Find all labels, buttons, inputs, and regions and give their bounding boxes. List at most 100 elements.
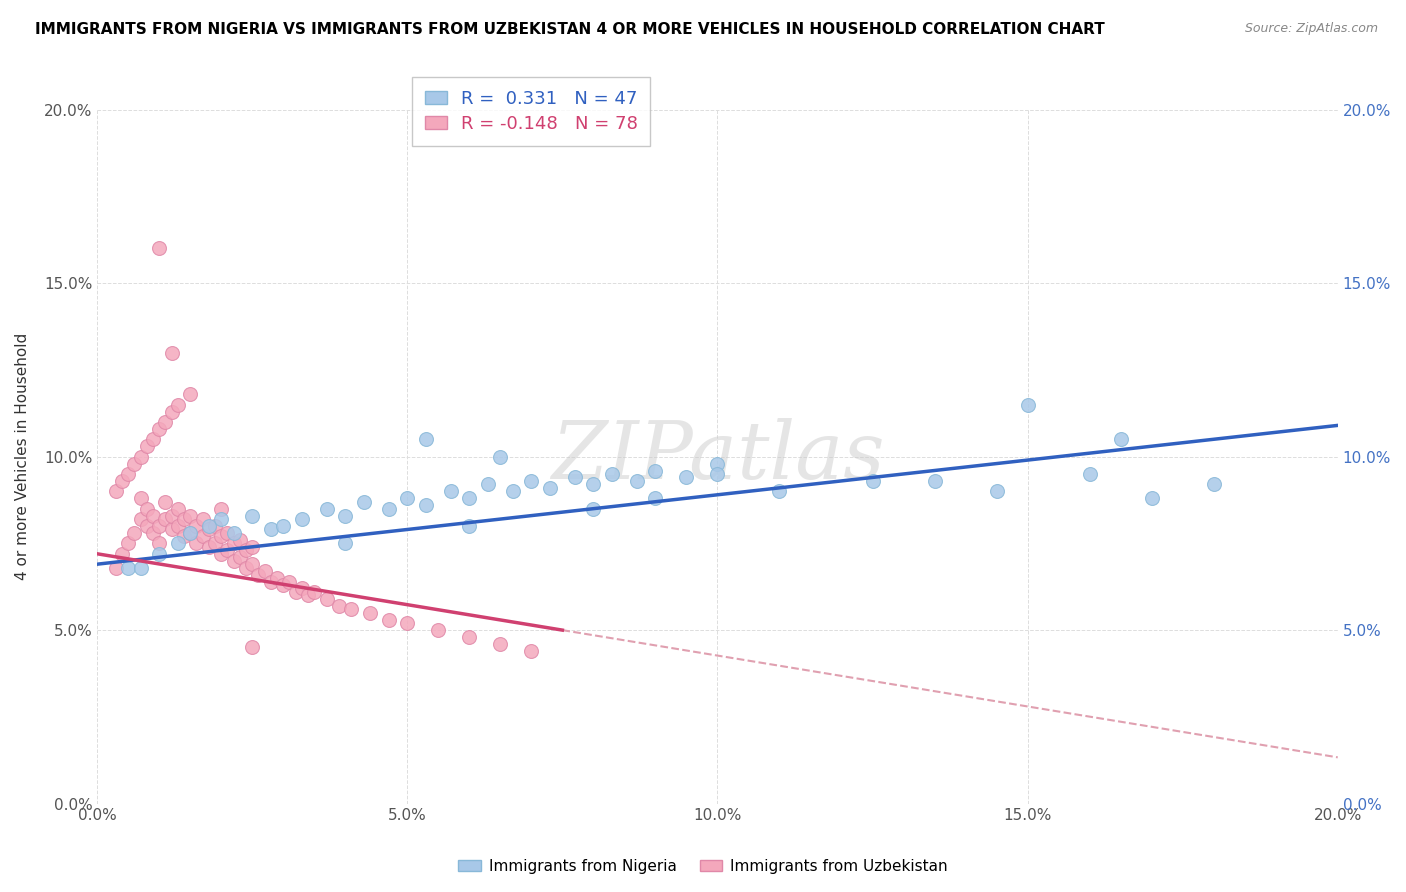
Point	[235, 543, 257, 558]
Point	[129, 491, 152, 506]
Text: IMMIGRANTS FROM NIGERIA VS IMMIGRANTS FROM UZBEKISTAN 4 OR MORE VEHICLES IN HOUS: IMMIGRANTS FROM NIGERIA VS IMMIGRANTS FR…	[35, 22, 1105, 37]
Point	[186, 519, 208, 533]
Legend: Immigrants from Nigeria, Immigrants from Uzbekistan: Immigrants from Nigeria, Immigrants from…	[453, 853, 953, 880]
Point	[148, 422, 170, 436]
Point	[315, 591, 337, 606]
Point	[129, 560, 152, 574]
Point	[477, 477, 499, 491]
Point	[1202, 477, 1225, 491]
Point	[129, 450, 152, 464]
Point	[209, 529, 232, 543]
Point	[302, 585, 325, 599]
Point	[217, 525, 239, 540]
Point	[359, 606, 381, 620]
Point	[229, 533, 252, 547]
Point	[440, 484, 463, 499]
Point	[160, 345, 183, 359]
Point	[142, 525, 165, 540]
Y-axis label: 4 or more Vehicles in Household: 4 or more Vehicles in Household	[15, 333, 30, 580]
Point	[117, 467, 139, 481]
Point	[142, 508, 165, 523]
Point	[191, 512, 214, 526]
Point	[129, 512, 152, 526]
Text: ZIPatlas: ZIPatlas	[551, 417, 884, 495]
Point	[644, 463, 666, 477]
Point	[924, 474, 946, 488]
Point	[142, 432, 165, 446]
Point	[135, 439, 157, 453]
Point	[155, 512, 177, 526]
Point	[191, 529, 214, 543]
Point	[166, 501, 188, 516]
Point	[415, 432, 437, 446]
Point	[179, 508, 201, 523]
Point	[217, 543, 239, 558]
Point	[266, 571, 288, 585]
Point	[600, 467, 623, 481]
Point	[179, 525, 201, 540]
Point	[229, 550, 252, 565]
Point	[124, 525, 146, 540]
Point	[148, 536, 170, 550]
Point	[427, 623, 450, 637]
Point	[186, 536, 208, 550]
Point	[197, 540, 219, 554]
Point	[1140, 491, 1163, 506]
Point	[458, 630, 481, 644]
Point	[862, 474, 884, 488]
Point	[489, 450, 512, 464]
Legend: R =  0.331   N = 47, R = -0.148   N = 78: R = 0.331 N = 47, R = -0.148 N = 78	[412, 77, 651, 145]
Point	[104, 484, 127, 499]
Point	[377, 613, 399, 627]
Point	[271, 519, 294, 533]
Point	[520, 644, 543, 658]
Point	[247, 567, 270, 582]
Point	[315, 501, 337, 516]
Point	[117, 536, 139, 550]
Point	[340, 602, 363, 616]
Point	[564, 470, 586, 484]
Point	[235, 560, 257, 574]
Point	[148, 547, 170, 561]
Point	[209, 501, 232, 516]
Point	[335, 508, 357, 523]
Point	[111, 547, 134, 561]
Point	[209, 547, 232, 561]
Point	[209, 512, 232, 526]
Point	[253, 564, 276, 578]
Point	[706, 457, 728, 471]
Point	[179, 387, 201, 401]
Point	[396, 616, 419, 631]
Point	[148, 241, 170, 255]
Point	[166, 519, 188, 533]
Point	[335, 536, 357, 550]
Point	[160, 523, 183, 537]
Point	[1078, 467, 1101, 481]
Point	[291, 582, 314, 596]
Point	[271, 578, 294, 592]
Point	[284, 585, 307, 599]
Point	[204, 536, 226, 550]
Point	[415, 498, 437, 512]
Point	[291, 512, 314, 526]
Point	[582, 501, 605, 516]
Point	[353, 494, 375, 508]
Point	[396, 491, 419, 506]
Point	[260, 574, 283, 589]
Point	[520, 474, 543, 488]
Point	[538, 481, 561, 495]
Point	[260, 523, 283, 537]
Point	[240, 540, 263, 554]
Point	[179, 525, 201, 540]
Point	[160, 404, 183, 418]
Point	[166, 398, 188, 412]
Point	[204, 519, 226, 533]
Point	[644, 491, 666, 506]
Point	[626, 474, 648, 488]
Point	[117, 560, 139, 574]
Point	[240, 640, 263, 655]
Point	[155, 415, 177, 429]
Point	[104, 560, 127, 574]
Point	[124, 457, 146, 471]
Point	[135, 501, 157, 516]
